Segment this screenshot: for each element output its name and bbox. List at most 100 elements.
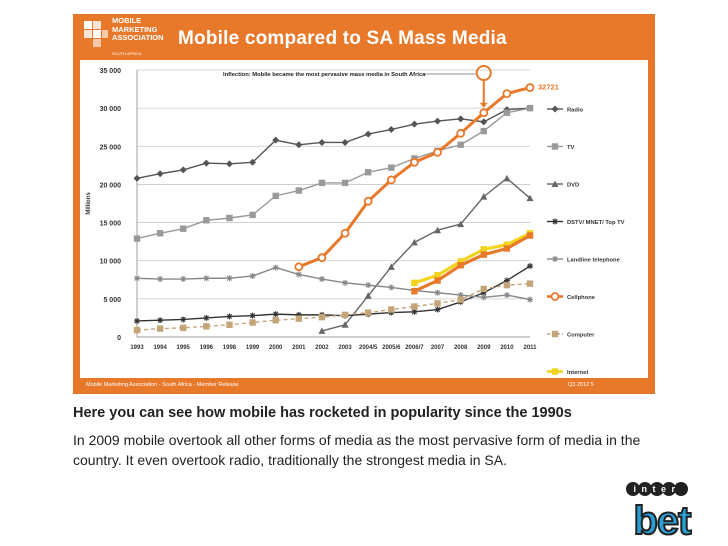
series-line-tv bbox=[136, 107, 531, 240]
data-point-landline-telephone bbox=[180, 276, 187, 283]
data-point-radio bbox=[364, 130, 372, 138]
data-point-radio bbox=[133, 174, 141, 182]
data-point-cellphone bbox=[525, 83, 535, 92]
data-point-dstv-mnet-top-tv bbox=[295, 311, 302, 318]
data-point-radio bbox=[179, 166, 187, 174]
data-point-internet bbox=[434, 272, 441, 279]
data-point-landline-telephone bbox=[272, 264, 279, 271]
data-point-internet bbox=[480, 246, 487, 253]
data-point-tv bbox=[203, 217, 210, 224]
data-point-internet-mobile bbox=[526, 232, 534, 239]
data-point-tv bbox=[480, 127, 487, 135]
series-line-computer bbox=[136, 282, 531, 331]
data-point-tv bbox=[388, 164, 395, 171]
data-point-landline-telephone bbox=[157, 276, 164, 283]
slide-footer-right: Q3 2012 5 bbox=[568, 382, 594, 388]
data-point-landline-telephone bbox=[388, 284, 395, 291]
data-point-cellphone bbox=[294, 262, 304, 272]
slide-footer-left: Mobile Marketing Association - South Afr… bbox=[86, 382, 239, 388]
series-line-dstv-mnet-top-tv bbox=[136, 265, 531, 322]
data-point-tv bbox=[318, 179, 326, 187]
legend-label-radio: Radio bbox=[567, 108, 584, 114]
data-point-landline-telephone bbox=[203, 275, 210, 282]
legend-marker-tv bbox=[551, 143, 559, 150]
data-point-landline-telephone bbox=[318, 276, 325, 283]
data-point-tv bbox=[156, 230, 164, 237]
data-point-landline-telephone bbox=[226, 275, 233, 282]
data-point-cellphone bbox=[456, 128, 466, 138]
data-point-radio bbox=[295, 141, 303, 149]
data-point-dvd bbox=[318, 327, 326, 334]
data-point-cellphone bbox=[433, 147, 442, 157]
legend-label-internet: Internet bbox=[567, 370, 588, 376]
series-line-radio bbox=[136, 107, 531, 180]
data-point-tv bbox=[272, 192, 279, 200]
data-point-radio bbox=[272, 136, 280, 144]
data-point-computer bbox=[388, 306, 395, 313]
data-point-cellphone bbox=[410, 157, 419, 167]
legend-label-computer: Computer bbox=[567, 333, 595, 339]
data-point-computer bbox=[364, 309, 372, 316]
data-point-landline-telephone bbox=[434, 289, 441, 296]
data-point-landline-telephone bbox=[134, 275, 140, 282]
interbet-logo: inter bet bbox=[626, 482, 694, 540]
data-point-radio bbox=[156, 170, 164, 178]
data-point-dstv-mnet-top-tv bbox=[503, 277, 510, 284]
data-point-internet-mobile bbox=[411, 288, 418, 295]
data-point-computer bbox=[133, 326, 141, 334]
data-point-computer bbox=[249, 319, 256, 326]
legend-marker-internet bbox=[551, 368, 559, 375]
y-tick-label: 20 000 bbox=[100, 182, 122, 189]
data-point-internet bbox=[457, 258, 464, 265]
legend-marker-cellphone bbox=[550, 292, 560, 301]
association-logo-subtext: SOUTH AFRICA bbox=[112, 51, 142, 56]
data-point-dstv-mnet-top-tv bbox=[272, 311, 279, 318]
x-tick-label: 2000 bbox=[269, 345, 283, 351]
data-point-landline-telephone bbox=[342, 279, 349, 286]
data-point-dstv-mnet-top-tv bbox=[249, 312, 256, 319]
association-logo-icon bbox=[84, 21, 108, 47]
data-point-internet-mobile bbox=[434, 277, 441, 284]
data-point-radio bbox=[480, 118, 488, 126]
data-point-internet-mobile bbox=[457, 262, 464, 269]
data-point-dstv-mnet-top-tv bbox=[527, 263, 533, 270]
data-point-internet bbox=[411, 279, 418, 287]
data-point-landline-telephone bbox=[249, 272, 256, 279]
cellphone-callout-value: 32721 bbox=[538, 83, 559, 92]
data-point-dvd bbox=[341, 321, 349, 328]
data-point-internet bbox=[503, 241, 511, 248]
data-point-cellphone bbox=[386, 175, 396, 185]
data-point-computer bbox=[526, 280, 534, 287]
data-point-dstv-mnet-top-tv bbox=[480, 289, 487, 296]
x-tick-label: 2009 bbox=[477, 345, 491, 351]
interbet-logo-bottom: bet bbox=[633, 498, 694, 540]
data-point-computer bbox=[295, 315, 303, 322]
caption-body: In 2009 mobile overtook all other forms … bbox=[73, 432, 641, 468]
x-tick-label: 1994 bbox=[153, 345, 167, 351]
line-chart: 0 5 000 10 000 15 000 20 000 25 000 30 000 35 0… bbox=[86, 65, 625, 376]
legend-marker-computer bbox=[551, 330, 559, 338]
data-point-radio bbox=[249, 158, 257, 166]
interbet-logo-top: inter bbox=[626, 482, 688, 496]
association-logo-text: MOBILE MARKETING ASSOCIATION bbox=[112, 16, 164, 42]
slide-title: Mobile compared to SA Mass Media bbox=[178, 28, 507, 49]
x-tick-label: 2001 bbox=[292, 345, 306, 351]
data-point-cellphone bbox=[317, 253, 327, 263]
data-point-computer bbox=[272, 317, 279, 324]
data-point-dstv-mnet-top-tv bbox=[434, 306, 441, 313]
data-point-radio bbox=[202, 159, 210, 167]
inflection-annotation: Inflection: Mobile became the most perva… bbox=[223, 72, 426, 78]
data-point-dvd bbox=[503, 174, 511, 182]
data-point-tv bbox=[341, 179, 349, 187]
x-tick-label: 2002 bbox=[315, 345, 329, 351]
data-point-computer bbox=[203, 323, 210, 330]
y-tick-label: 0 bbox=[117, 335, 121, 342]
y-tick-label: 35 000 bbox=[100, 68, 122, 75]
data-point-radio bbox=[341, 138, 349, 146]
x-tick-label: 2004/5 bbox=[359, 345, 378, 351]
data-point-computer bbox=[318, 313, 326, 321]
y-tick-label: 25 000 bbox=[100, 144, 122, 151]
data-point-computer bbox=[503, 281, 511, 289]
data-point-computer bbox=[341, 311, 349, 319]
series-line-dvd bbox=[321, 177, 531, 332]
